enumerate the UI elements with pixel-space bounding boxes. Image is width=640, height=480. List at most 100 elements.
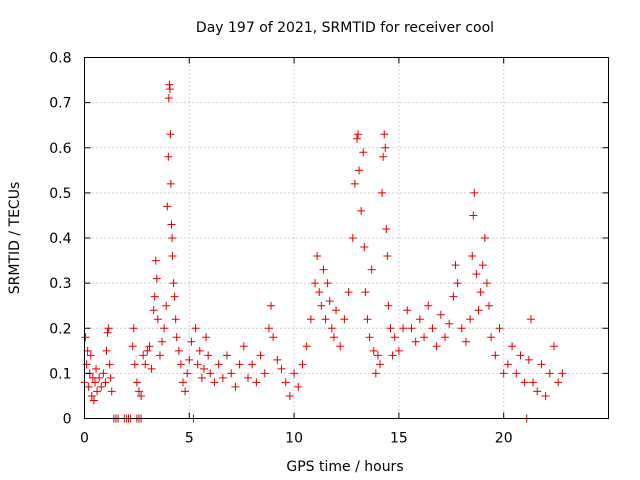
data-point <box>143 346 152 355</box>
data-point <box>554 378 563 387</box>
data-point <box>474 306 483 315</box>
y-tick-label: 0.8 <box>49 51 71 67</box>
data-point <box>407 324 416 333</box>
data-point <box>235 360 244 369</box>
data-point <box>302 342 311 351</box>
data-point <box>82 360 91 369</box>
data-point <box>424 301 433 310</box>
data-point <box>512 369 521 378</box>
data-point <box>520 378 529 387</box>
data-point <box>384 301 393 310</box>
data-point <box>503 360 512 369</box>
data-point <box>382 224 391 233</box>
data-point <box>87 391 96 400</box>
data-point <box>147 364 156 373</box>
x-axis-label: GPS time / hours <box>286 459 403 475</box>
data-point <box>365 333 374 342</box>
data-point <box>165 80 174 89</box>
data-point <box>171 315 180 324</box>
data-point <box>168 252 177 261</box>
data-point <box>193 360 202 369</box>
data-point <box>541 391 550 400</box>
data-point <box>451 261 460 270</box>
data-point <box>107 387 116 396</box>
data-point <box>360 243 369 252</box>
data-point <box>294 382 303 391</box>
data-point <box>185 355 194 364</box>
data-point <box>187 337 196 346</box>
data-point <box>139 351 148 360</box>
data-point <box>248 360 257 369</box>
data-point <box>167 220 176 229</box>
data-point <box>197 373 206 382</box>
data-point <box>415 315 424 324</box>
data-point <box>101 378 110 387</box>
data-point <box>84 382 93 391</box>
data-point <box>352 134 361 143</box>
data-point <box>285 391 294 400</box>
data-point <box>183 369 192 378</box>
data-point <box>537 360 546 369</box>
data-point <box>533 387 542 396</box>
data-point <box>169 279 178 288</box>
data-point <box>151 256 160 265</box>
data-point <box>411 337 420 346</box>
data-point <box>104 324 113 333</box>
axis-ticks: 0 0.1 0.2 0.3 0.4 0.5 0.6 0.7 0.8 0 5 10 15 20 <box>49 51 609 447</box>
grid-lines <box>84 57 609 419</box>
data-points <box>80 80 567 423</box>
data-point <box>150 292 159 301</box>
data-point <box>317 301 326 310</box>
data-point <box>508 342 517 351</box>
data-point <box>243 373 252 382</box>
data-point <box>487 333 496 342</box>
data-point <box>273 355 282 364</box>
data-point <box>311 279 320 288</box>
data-point <box>105 360 114 369</box>
data-point <box>470 188 479 197</box>
data-point <box>441 333 450 342</box>
data-point <box>348 234 357 242</box>
data-point <box>231 382 240 391</box>
data-point <box>174 346 183 355</box>
data-point <box>379 152 388 161</box>
data-point <box>369 346 378 355</box>
data-point <box>478 261 487 270</box>
data-point <box>298 360 307 369</box>
data-point <box>461 337 470 346</box>
data-point <box>476 288 485 297</box>
data-point <box>373 351 382 360</box>
data-point <box>394 346 403 355</box>
data-point <box>306 315 315 324</box>
data-point <box>202 333 211 342</box>
data-point <box>239 342 248 351</box>
data-point <box>256 351 265 360</box>
data-point <box>158 337 167 346</box>
data-point <box>218 373 227 382</box>
data-point <box>103 328 112 337</box>
data-point <box>106 373 115 382</box>
y-tick-label: 0.7 <box>49 96 71 112</box>
data-point <box>449 292 458 301</box>
data-point <box>315 288 324 297</box>
data-point <box>482 279 491 288</box>
data-point <box>86 351 95 360</box>
data-point <box>371 369 380 378</box>
data-point <box>325 297 334 306</box>
data-point <box>468 252 477 261</box>
data-point <box>357 206 366 215</box>
data-point <box>386 324 395 333</box>
data-point <box>199 364 208 373</box>
data-point <box>269 333 278 342</box>
data-point <box>350 179 359 188</box>
x-tick-label: 20 <box>495 431 513 447</box>
x-tick-label: 15 <box>390 431 408 447</box>
data-point <box>227 369 236 378</box>
data-point <box>81 333 90 342</box>
data-point <box>168 234 177 242</box>
data-point <box>388 351 397 360</box>
data-point <box>176 360 185 369</box>
data-point <box>155 351 164 360</box>
data-point <box>485 301 494 310</box>
